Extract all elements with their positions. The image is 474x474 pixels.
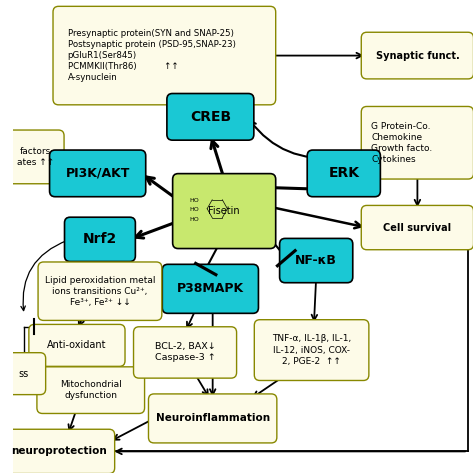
FancyBboxPatch shape [53,6,276,105]
Text: NF-κB: NF-κB [295,254,337,267]
Text: Fisetin: Fisetin [209,206,240,216]
FancyBboxPatch shape [162,264,258,313]
FancyBboxPatch shape [361,32,474,79]
Text: neuroprotection: neuroprotection [10,447,106,456]
FancyBboxPatch shape [361,107,474,179]
FancyBboxPatch shape [173,173,276,248]
FancyBboxPatch shape [2,429,115,474]
Text: G Protein-Co.
Chemokine
Growth facto.
Cytokines: G Protein-Co. Chemokine Growth facto. Cy… [372,122,433,164]
Text: PI3K/AKT: PI3K/AKT [65,167,130,180]
Text: ERK: ERK [328,166,359,181]
FancyBboxPatch shape [50,150,146,197]
Text: Neuroinflammation: Neuroinflammation [155,413,270,423]
Text: Nrf2: Nrf2 [83,232,117,246]
FancyBboxPatch shape [7,130,64,184]
FancyBboxPatch shape [64,217,136,262]
FancyBboxPatch shape [148,394,277,443]
Text: Mitochondrial
dysfunction: Mitochondrial dysfunction [60,380,122,400]
Text: HO: HO [190,217,200,221]
Text: factors
ates ↑↑: factors ates ↑↑ [17,147,54,167]
Text: HO: HO [190,198,200,203]
Text: BCL-2, BAX↓
Caspase-3 ↑: BCL-2, BAX↓ Caspase-3 ↑ [155,342,216,363]
Text: Presynaptic protein(SYN and SNAP-25)
Postsynaptic protein (PSD-95,SNAP-23)
pGluR: Presynaptic protein(SYN and SNAP-25) Pos… [68,29,236,82]
FancyBboxPatch shape [280,238,353,283]
Text: P38MAPK: P38MAPK [177,283,244,295]
FancyBboxPatch shape [255,319,369,381]
FancyBboxPatch shape [167,93,254,140]
Text: TNF-α, IL-1β, IL-1,
IL-12, iNOS, COX-
2, PGE-2  ↑↑: TNF-α, IL-1β, IL-1, IL-12, iNOS, COX- 2,… [272,335,351,366]
Text: Synaptic funct.: Synaptic funct. [375,51,459,61]
Text: HO: HO [190,207,200,212]
FancyBboxPatch shape [134,327,237,378]
FancyBboxPatch shape [38,262,162,320]
Text: Anti-oxidant: Anti-oxidant [47,340,107,350]
FancyBboxPatch shape [37,367,145,413]
Text: ss: ss [19,369,29,379]
FancyBboxPatch shape [307,150,380,197]
Text: Lipid peroxidation metal
ions transitions Cu²⁺,
Fe³⁺, Fe²⁺ ↓↓: Lipid peroxidation metal ions transition… [45,275,155,307]
FancyBboxPatch shape [361,205,474,250]
FancyBboxPatch shape [29,324,125,366]
Text: Cell survival: Cell survival [383,223,451,233]
Text: CREB: CREB [190,110,231,124]
FancyBboxPatch shape [2,353,46,395]
